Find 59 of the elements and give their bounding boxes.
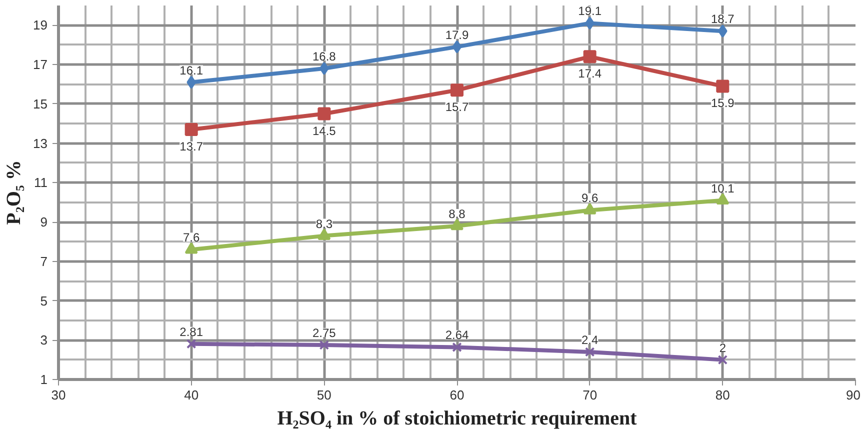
x-tick-label: 80 [715, 388, 730, 402]
data-label: 2.75 [312, 326, 336, 340]
point [320, 62, 329, 75]
data-label: 7.6 [182, 230, 200, 245]
point [318, 228, 331, 240]
y-tick-label: 13 [33, 136, 48, 151]
y-tick-label: 11 [34, 175, 48, 190]
data-label: 2 [719, 340, 726, 355]
data-label: 2.64 [445, 328, 470, 342]
point [186, 338, 196, 349]
point [585, 16, 594, 30]
y-tick-label: 5 [40, 293, 48, 308]
data-label: 18.7 [710, 12, 735, 26]
data-label: 15.9 [710, 96, 735, 110]
point [718, 24, 728, 38]
y-tick-label: 19 [33, 18, 48, 33]
point [583, 50, 596, 64]
data-label: 8.3 [316, 216, 333, 231]
point [584, 347, 595, 357]
x-tick-label: 50 [316, 388, 332, 402]
point [318, 107, 331, 120]
data-label: 2.81 [180, 324, 204, 339]
y-tick-label: 17 [33, 57, 48, 72]
point [452, 40, 462, 54]
x-tick-label: 40 [184, 388, 199, 402]
y-tick-label: 3 [40, 332, 48, 348]
x-axis-title: H₂SO₄ in % of stoichiometric requirement [277, 408, 638, 430]
point [716, 193, 730, 205]
y-tick-label: 1 [40, 372, 48, 387]
x-tick-label: 60 [450, 388, 464, 402]
x-tick-label: 70 [582, 388, 598, 402]
data-label: 16.1 [180, 63, 204, 78]
data-label: 10.1 [710, 181, 735, 196]
x-tick-label: 90 [846, 388, 861, 402]
point [583, 202, 596, 214]
data-label: 13.7 [180, 140, 204, 154]
data-label: 17.4 [578, 66, 602, 81]
point [450, 218, 464, 230]
point [718, 354, 728, 365]
point [716, 80, 730, 93]
y-axis-title: P₂O₅ % [3, 160, 26, 225]
point [450, 84, 464, 97]
point [184, 123, 198, 136]
data-label: 14.5 [312, 124, 336, 138]
point [184, 242, 198, 254]
point [452, 342, 462, 352]
data-label: 17.9 [445, 28, 470, 42]
y-tick-label: 9 [40, 214, 48, 230]
data-label: 19.1 [578, 4, 602, 18]
data-label: 15.7 [445, 100, 470, 114]
x-tick-label: 30 [51, 388, 66, 402]
data-label: 9.6 [581, 191, 598, 206]
data-label: 2.4 [581, 332, 598, 347]
point [186, 76, 196, 89]
y-tick-label: 15 [33, 96, 48, 112]
point [319, 340, 330, 350]
data-label: 16.8 [312, 49, 336, 64]
data-label: 8.8 [448, 206, 466, 221]
y-tick-label: 7 [40, 254, 48, 269]
